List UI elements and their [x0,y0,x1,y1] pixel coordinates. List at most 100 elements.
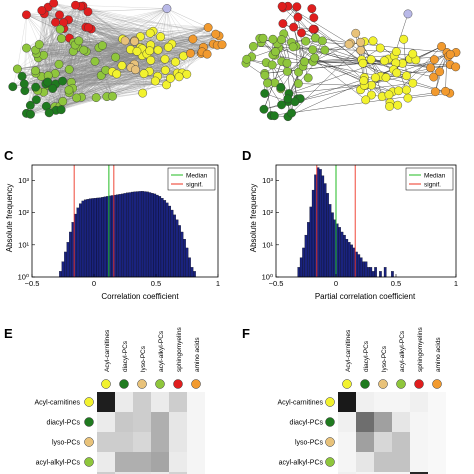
matrix-column-label: lyso-PCs [140,345,147,372]
network-b-node [248,42,258,51]
matrix-column-label: sphingomyelins [417,326,424,372]
network-a-node [90,56,100,66]
network-a-node [71,0,80,10]
matrix-cell [169,472,187,474]
network-b-node [271,47,280,57]
network-a-node [160,54,170,64]
histogram-bar [138,191,142,278]
network-a-node [188,34,198,44]
matrix-cell [133,432,151,452]
matrix-column-marker [342,379,352,389]
histogram-bar [118,194,122,278]
network-b-node [403,9,413,19]
network-a-edge [87,8,167,12]
matrix-row-marker [325,397,335,407]
network-b-node [359,76,369,86]
network-a-nodes [8,0,227,119]
network-a-edge [125,40,183,74]
network-a-node [48,84,58,93]
network-b-node [259,104,269,114]
network-a-node [83,7,93,17]
network-a-node [145,46,155,56]
network-a-edge [26,14,60,114]
histogram-d: −0.5 0 0.5 1 10⁰ 10¹ 10² 10³ Median signif. [262,164,458,288]
matrix-column-marker [378,379,388,389]
legend-label: Median [186,173,208,180]
network-b-edge [288,85,365,94]
y-tick-label: 10³ [262,176,273,185]
x-tick-label: 0.5 [391,279,401,288]
histogram-bar [374,267,377,278]
matrix-cell [187,412,205,432]
panel-letter-f: F [242,326,250,341]
matrix-e: Acyl-carnitines diacyl-PCs lyso-PCs acyl-al… [34,326,205,474]
network-a-edge [36,89,69,100]
matrix-cell [374,392,392,412]
histogram-bar [307,222,310,278]
y-tick-label: 10¹ [18,240,29,249]
histogram-bar [83,199,87,278]
network-b [241,1,461,122]
network-b-node [297,28,306,38]
matrix-cell [392,412,410,432]
network-a-node [97,41,107,50]
network-b-node [308,45,318,55]
network-a-edge [75,8,167,46]
x-tick-label: 0 [334,279,338,288]
histogram-bar [78,203,82,278]
matrix-row-label: Acyl-carnitines [34,400,80,407]
x-tick-label: 0.5 [151,279,161,288]
matrix-column-label: diacyl-PCs [363,340,370,372]
matrix-row-label: diacyl-PCs [47,420,81,427]
network-b-edge [298,83,365,86]
histogram-bar [133,191,137,278]
histogram-bar [116,194,119,278]
network-a-edge [17,14,27,70]
matrix-cell [169,432,187,452]
network-b-node [318,36,327,46]
network-b-node [371,73,380,83]
network-a-node [64,65,74,74]
histogram-bar [391,271,394,278]
network-a-node [26,109,35,119]
network-b-node [263,78,272,88]
matrix-cell [356,392,374,412]
histogram-bar [150,193,154,278]
histogram-bar [338,227,341,278]
axes-frame [31,164,219,278]
histogram-bar [321,175,325,278]
histogram-bar [128,192,132,278]
histogram-bar [126,192,129,278]
histogram-bar [180,231,184,278]
matrix-row-marker [84,437,94,447]
network-b-node [408,78,418,88]
histogram-bar [153,193,157,278]
network-b-nodes [241,1,461,122]
histogram-bar [91,198,95,278]
histogram-bar [331,212,334,278]
network-a-node [84,23,93,32]
matrix-cell [133,472,151,474]
histogram-bar [136,191,139,278]
network-b-node [269,111,279,121]
histogram-bar [323,183,327,278]
matrix-column-marker [119,379,129,389]
histogram-bar [66,242,70,278]
x-tick-label: −0.5 [25,279,40,288]
network-b-node [430,87,440,97]
histogram-bar [304,234,308,278]
network-a-node [186,48,195,58]
histogram-bar [64,251,67,278]
network-b-edge [305,40,362,61]
matrix-cell [428,392,446,412]
network-a-node [138,88,148,98]
matrix-cell [356,412,374,432]
network-b-edge [272,54,387,78]
matrix-cell [133,452,151,472]
network-a-edge [81,75,102,98]
network-b-node [402,85,411,95]
network-b-edge [415,46,442,61]
network-a-node [111,52,120,62]
network-a-node [117,61,127,70]
network-b-edge [271,91,446,116]
